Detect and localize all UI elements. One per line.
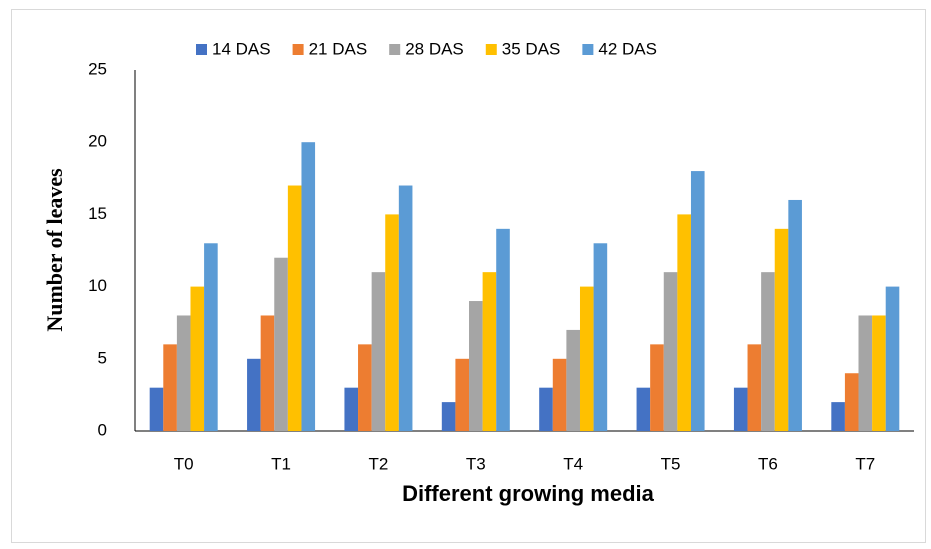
y-tick-label: 25 [88,59,107,78]
bar [149,387,164,431]
bar [552,358,567,431]
x-tick-label: T0 [174,454,194,473]
bar [747,344,762,431]
bar [496,228,510,431]
bar [690,171,705,431]
bar [872,315,886,431]
legend-label: 28 DAS [405,39,464,58]
legend-swatch [196,44,207,55]
y-tick-label: 10 [88,276,107,295]
bar [190,286,205,431]
bar [274,257,288,431]
bar [677,214,691,431]
legend-swatch [389,44,401,55]
bar [663,272,678,431]
bar [287,185,302,431]
bar [774,228,789,431]
legend-swatch [582,44,594,55]
x-axis-title: Different growing media [402,481,655,506]
y-tick-label: 15 [88,204,107,223]
x-tick-label: T7 [855,454,875,473]
x-tick-label: T1 [271,454,291,473]
bar [247,358,261,431]
y-tick-label: 0 [98,420,107,439]
bar [831,402,845,431]
bar [858,315,873,431]
legend-swatch [485,44,497,55]
legend-label: 42 DAS [598,39,657,58]
x-tick-label: T2 [369,454,389,473]
y-tick-label: 5 [98,348,107,367]
bar [441,402,456,431]
y-axis-title: Number of leaves [42,168,67,332]
bar [885,286,900,431]
bar [260,315,275,431]
bar [636,387,651,431]
bar [358,344,372,431]
bar [204,243,218,431]
chart-border [11,9,926,543]
bar [539,387,553,431]
bar [844,373,859,431]
bar [371,272,386,431]
bar [385,214,399,431]
legend-label: 35 DAS [502,39,561,58]
y-tick-label: 20 [88,132,107,151]
x-tick-label: T3 [466,454,486,473]
bar [301,142,316,431]
x-tick-label: T5 [661,454,681,473]
bar [650,344,664,431]
bar [469,301,483,431]
bar [788,199,802,431]
bar [163,344,177,431]
legend-label: 14 DAS [212,39,271,58]
x-tick-label: T4 [563,454,583,473]
bar [398,185,413,431]
bar [176,315,191,431]
bar [344,387,359,431]
bar [733,387,748,431]
bar [566,329,580,431]
legend-label: 21 DAS [309,39,368,58]
bar [482,272,497,431]
x-tick-label: T6 [758,454,778,473]
bar [593,243,608,431]
bar [455,358,470,431]
bar [579,286,594,431]
bar [761,272,775,431]
legend-swatch [292,44,304,55]
